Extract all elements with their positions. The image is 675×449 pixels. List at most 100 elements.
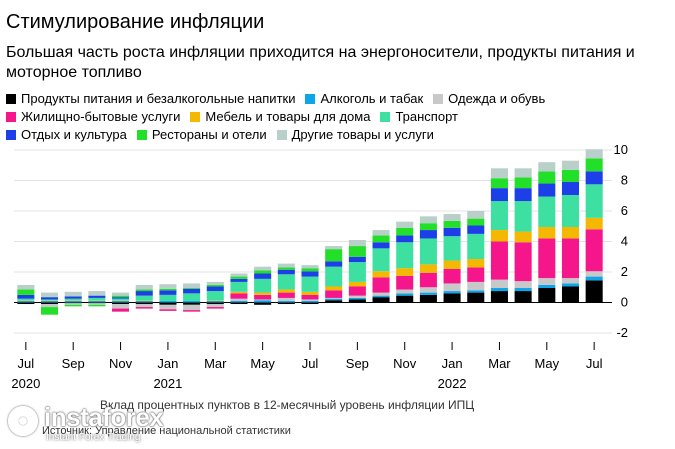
bar-segment — [17, 300, 35, 303]
x-tick-label: Mar — [488, 356, 511, 371]
x-axis: Jul 2020 Sep Nov Jan 2021 Mar May Jul Sep Nov Jan 20… — [11, 342, 603, 391]
bar-segment — [396, 235, 414, 243]
bar-segment — [41, 297, 59, 300]
bar-segment — [230, 302, 248, 305]
legend-swatch — [6, 130, 16, 140]
bar-segment — [490, 288, 508, 292]
bar-segment — [301, 291, 319, 295]
bar-segment — [585, 229, 603, 272]
legend-swatch — [305, 94, 316, 104]
bar-segment — [467, 267, 485, 282]
bar-segment — [325, 297, 343, 299]
bar-segment — [348, 262, 366, 282]
bar-segment — [396, 295, 414, 303]
bar-segment — [419, 294, 437, 303]
x-tick-label: Nov — [109, 356, 133, 371]
x-tick-label: May — [535, 356, 560, 371]
bar-segment — [112, 302, 130, 305]
bar-segment — [372, 271, 390, 278]
bar-segment — [538, 288, 556, 303]
x-year-label: 2020 — [11, 376, 40, 391]
bar-segment — [64, 296, 82, 299]
bar-segment — [230, 300, 248, 303]
bar-segment — [396, 268, 414, 276]
bar-segment — [17, 300, 35, 301]
bar-segment — [372, 248, 390, 272]
legend-row: Отдых и культура Рестораны и отели Други… — [6, 126, 666, 144]
bar-segment — [443, 220, 461, 228]
bar-segment — [135, 289, 153, 292]
bar-segment — [467, 292, 485, 303]
bar-segment — [183, 288, 201, 294]
bar-segment — [64, 298, 82, 301]
bar-segment — [585, 184, 603, 218]
bar-segment — [419, 264, 437, 273]
bar-segment — [561, 286, 580, 303]
bar-segment — [585, 217, 603, 230]
x-tick-label: May — [250, 356, 275, 371]
legend-label: Рестораны и отели — [151, 127, 267, 142]
bar-segment — [490, 241, 508, 280]
bar-segment — [64, 304, 82, 307]
legend-swatch — [190, 112, 201, 122]
bar-segment — [348, 256, 366, 263]
legend-row: Жилищно-бытовые услуги Мебель и товары д… — [6, 108, 666, 126]
bar-segment — [135, 300, 153, 301]
bars — [17, 149, 603, 315]
bar-segment — [64, 303, 82, 305]
bar-segment — [419, 216, 437, 224]
legend-label: Жилищно-бытовые услуги — [21, 109, 181, 124]
bar-segment — [112, 297, 130, 299]
bar-segment — [561, 160, 580, 170]
bar-segment — [443, 236, 461, 261]
bar-segment — [254, 292, 272, 295]
bar-segment — [183, 304, 201, 311]
bar-segment — [135, 291, 153, 296]
bar-segment — [325, 249, 343, 262]
bar-segment — [41, 292, 59, 298]
bar-segment — [135, 304, 153, 308]
x-year-label: 2022 — [438, 376, 467, 391]
bar-segment — [254, 302, 272, 305]
bar-segment — [372, 235, 390, 243]
bar-segment — [561, 169, 580, 183]
bar-segment — [183, 302, 201, 305]
bar-segment — [277, 300, 295, 303]
legend-label: Алкоголь и табак — [320, 91, 424, 106]
bar-segment — [467, 233, 485, 260]
y-tick-label: 10 — [614, 142, 628, 157]
bar-segment — [419, 272, 437, 288]
chart-footnote: Вклад процентных пунктов в 12-месячный у… — [100, 398, 475, 412]
bar-segment — [159, 302, 177, 305]
bar-segment — [419, 230, 437, 239]
bar-segment — [348, 281, 366, 287]
bar-segment — [206, 304, 224, 308]
bar-segment — [372, 242, 390, 249]
bar-segment — [514, 288, 532, 292]
bar-segment — [41, 307, 59, 315]
bar-segment — [538, 278, 556, 285]
bar-segment — [41, 304, 59, 308]
x-tick-label: Mar — [204, 356, 227, 371]
bar-segment — [538, 238, 556, 279]
bar-segment — [443, 260, 461, 269]
bar-segment — [514, 231, 532, 243]
bar-segment — [230, 276, 248, 279]
legend-swatch — [136, 130, 147, 140]
bar-segment — [490, 178, 508, 189]
bar-segment — [467, 211, 485, 219]
bar-segment — [443, 291, 461, 294]
y-tick-label: 4 — [621, 234, 628, 249]
bar-segment — [159, 290, 177, 295]
bar-segment — [17, 302, 35, 305]
bar-segment — [585, 276, 603, 281]
bar-segment — [277, 289, 295, 293]
bar-segment — [514, 168, 532, 178]
bar-segment — [490, 230, 508, 242]
bar-segment — [112, 300, 130, 301]
bar-segment — [561, 182, 580, 195]
bar-segment — [88, 300, 106, 301]
bar-segment — [372, 277, 390, 293]
bar-segment — [396, 242, 414, 269]
bar-segment — [88, 303, 106, 305]
